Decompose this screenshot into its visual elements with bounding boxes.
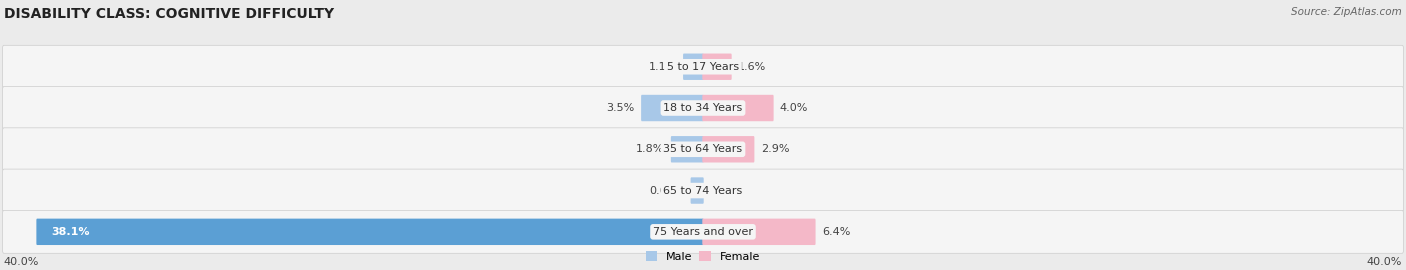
- FancyBboxPatch shape: [703, 53, 731, 80]
- FancyBboxPatch shape: [703, 219, 815, 245]
- Text: 1.6%: 1.6%: [738, 62, 766, 72]
- Text: 2.9%: 2.9%: [761, 144, 789, 154]
- FancyBboxPatch shape: [3, 169, 1403, 212]
- Text: 0.67%: 0.67%: [650, 185, 685, 195]
- Text: 1.8%: 1.8%: [636, 144, 665, 154]
- Text: 65 to 74 Years: 65 to 74 Years: [664, 185, 742, 195]
- Legend: Male, Female: Male, Female: [647, 251, 759, 262]
- Text: 0.0%: 0.0%: [710, 185, 738, 195]
- Text: 18 to 34 Years: 18 to 34 Years: [664, 103, 742, 113]
- Text: 1.1%: 1.1%: [648, 62, 676, 72]
- FancyBboxPatch shape: [3, 128, 1403, 171]
- FancyBboxPatch shape: [703, 95, 773, 121]
- FancyBboxPatch shape: [37, 219, 703, 245]
- Text: 75 Years and over: 75 Years and over: [652, 227, 754, 237]
- Text: 5 to 17 Years: 5 to 17 Years: [666, 62, 740, 72]
- FancyBboxPatch shape: [3, 210, 1403, 253]
- FancyBboxPatch shape: [703, 136, 755, 163]
- Text: 40.0%: 40.0%: [4, 256, 39, 266]
- Text: Source: ZipAtlas.com: Source: ZipAtlas.com: [1291, 7, 1402, 17]
- Text: 40.0%: 40.0%: [1367, 256, 1402, 266]
- FancyBboxPatch shape: [683, 53, 703, 80]
- Text: 6.4%: 6.4%: [823, 227, 851, 237]
- Text: DISABILITY CLASS: COGNITIVE DIFFICULTY: DISABILITY CLASS: COGNITIVE DIFFICULTY: [4, 7, 335, 21]
- FancyBboxPatch shape: [641, 95, 703, 121]
- FancyBboxPatch shape: [3, 45, 1403, 88]
- FancyBboxPatch shape: [690, 177, 703, 204]
- FancyBboxPatch shape: [671, 136, 703, 163]
- Text: 4.0%: 4.0%: [780, 103, 808, 113]
- Text: 35 to 64 Years: 35 to 64 Years: [664, 144, 742, 154]
- Text: 38.1%: 38.1%: [51, 227, 90, 237]
- FancyBboxPatch shape: [3, 87, 1403, 130]
- Text: 3.5%: 3.5%: [606, 103, 636, 113]
